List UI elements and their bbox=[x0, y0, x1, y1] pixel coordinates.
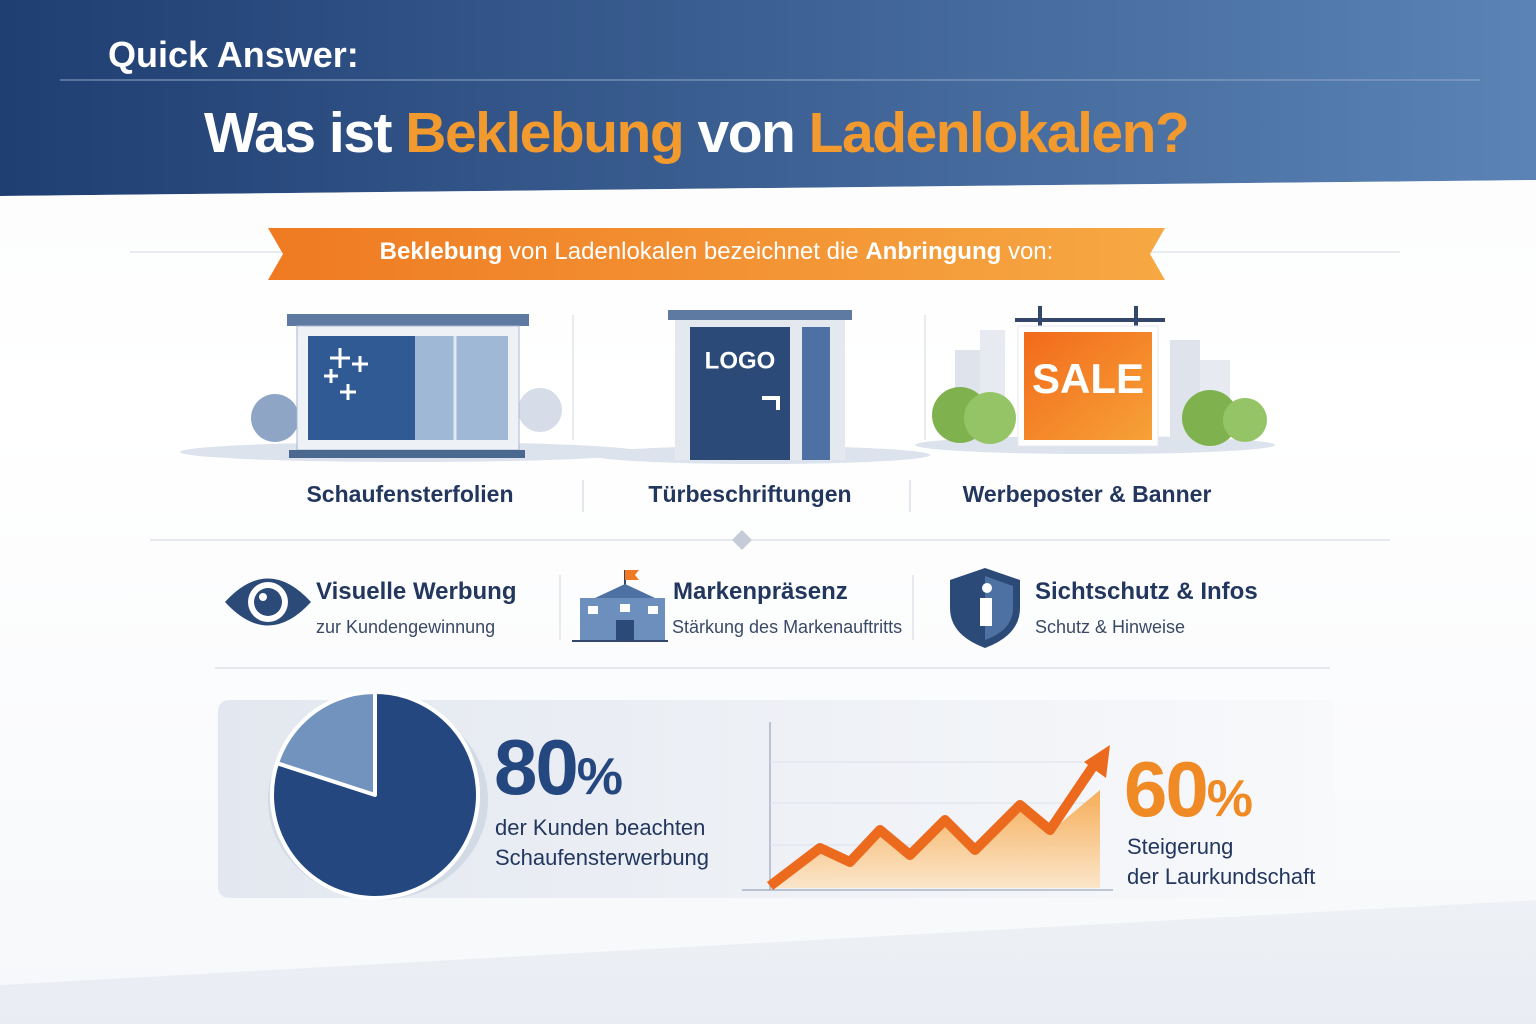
title-highlight: Ladenlokalen? bbox=[808, 101, 1190, 165]
banner-part: von: bbox=[1001, 238, 1054, 265]
stat-line: Schaufensterwerbung bbox=[495, 845, 710, 870]
stat-line: der Kunden beachten bbox=[495, 815, 706, 840]
poster-icon bbox=[915, 306, 1275, 454]
title-highlight: Beklebung bbox=[405, 101, 684, 165]
title: Was ist Beklebung von Ladenlokalen? bbox=[204, 100, 1190, 166]
feature-title: Visuelle Werbung bbox=[316, 578, 517, 605]
eye-icon bbox=[225, 578, 311, 626]
stat-text: Steigerung der Laurkundschaft bbox=[1127, 832, 1315, 892]
feature-subtitle: Stärkung des Markenauftritts bbox=[672, 617, 903, 637]
title-part: Was ist bbox=[204, 101, 406, 165]
trend-chart bbox=[742, 722, 1113, 891]
stat-text: der Kunden beachten Schaufensterwerbung bbox=[495, 813, 709, 873]
feature-title: Sichtschutz & Infos bbox=[1035, 578, 1258, 605]
diamond bbox=[732, 530, 752, 550]
title-part: von bbox=[683, 101, 809, 165]
application-label: Werbeposter & Banner bbox=[962, 481, 1212, 507]
poster-sign: SALE bbox=[1032, 355, 1144, 402]
stat-value: 80% bbox=[494, 722, 623, 813]
stat-unit: % bbox=[576, 748, 623, 806]
banner-ribbon bbox=[268, 228, 1165, 280]
application-label: Schaufensterfolien bbox=[306, 481, 514, 507]
feature-subtitle: Schutz & Hinweise bbox=[1035, 617, 1186, 637]
kicker: Quick Answer: bbox=[108, 34, 359, 75]
shield-icon bbox=[950, 568, 1020, 648]
application-label: Türbeschriftungen bbox=[648, 481, 852, 507]
window-icon bbox=[180, 314, 640, 462]
door-sign: LOGO bbox=[705, 347, 776, 374]
stat-number: 60 bbox=[1124, 745, 1209, 833]
stat-number: 80 bbox=[494, 723, 579, 811]
banner-part: von Ladenlokalen bezeichnet die bbox=[502, 238, 866, 265]
banner-bold: Beklebung bbox=[379, 238, 503, 265]
building-icon bbox=[572, 570, 668, 642]
pie-slice bbox=[270, 690, 480, 900]
banner-bold: Anbringung bbox=[865, 238, 1002, 265]
stat-unit: % bbox=[1206, 770, 1253, 828]
stat-line: der Laurkundschaft bbox=[1127, 864, 1316, 889]
stat-value: 60% bbox=[1124, 744, 1253, 835]
stat-line: Steigerung bbox=[1127, 834, 1234, 859]
header-band bbox=[0, 0, 1536, 196]
door-icon bbox=[590, 310, 930, 464]
feature-subtitle: zur Kundengewinnung bbox=[316, 617, 496, 637]
feature-title: Markenpräsenz bbox=[673, 578, 848, 605]
banner-text: Beklebung von Ladenlokalen bezeichnet di… bbox=[268, 238, 1165, 266]
